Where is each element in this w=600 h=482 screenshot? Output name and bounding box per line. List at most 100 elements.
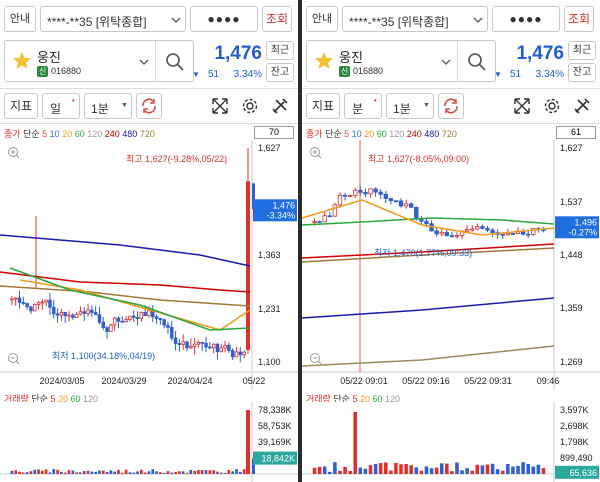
settings-gear-icon[interactable] (543, 97, 561, 115)
stock-code: 016880 (51, 66, 82, 76)
search-icon[interactable] (467, 52, 487, 72)
balance-button[interactable]: 잔고 (266, 63, 294, 82)
candle (196, 341, 201, 345)
volume-bar (155, 471, 158, 474)
candle (166, 324, 170, 328)
volume-legend: 거래량 단순 5 20 60 120 (306, 392, 400, 405)
volume-bar (98, 470, 101, 474)
candle (223, 344, 227, 349)
candle (135, 317, 140, 319)
query-button[interactable]: 조회 (564, 6, 594, 32)
volume-bar (480, 465, 485, 474)
volume-bar (143, 472, 147, 474)
password-field[interactable]: ●●●● (492, 6, 560, 32)
interval-select[interactable]: 1분 ▼ (386, 93, 434, 119)
volume-bar (424, 466, 429, 474)
time-axis-label: 05/22 09:16 (402, 376, 450, 386)
volume-bar (368, 465, 373, 474)
volume-bar (409, 465, 413, 474)
latest-button[interactable]: 최근 (568, 41, 596, 60)
candle (444, 232, 449, 237)
candle (116, 317, 121, 322)
volume-bar (246, 410, 250, 474)
stock-name: 웅진 (339, 50, 363, 65)
candle (67, 314, 71, 317)
zoom-in-icon (8, 147, 18, 157)
volume-bar (113, 471, 117, 474)
volume-bar (109, 470, 113, 474)
candle (147, 310, 151, 317)
volume-plot-area (302, 402, 554, 474)
period-select[interactable]: 일 • (42, 93, 80, 119)
volume-legend-prefix: 거래량 (4, 394, 29, 404)
stock-selector[interactable]: 웅진 신 016880 (306, 40, 496, 82)
volume-bar (353, 412, 358, 474)
volume-period-5: 5 (50, 394, 58, 404)
time-axis-label: 05/22 09:31 (464, 376, 512, 386)
candle-count[interactable]: 61 (556, 126, 596, 139)
volume-bar (500, 470, 505, 474)
latest-button[interactable]: 최근 (266, 41, 294, 60)
price-tag-pct: -3.34% (266, 210, 295, 220)
time-axis-label: 2024/04/24 (167, 376, 212, 386)
moving-average-line (302, 247, 555, 263)
account-select[interactable]: ****-**35 [위탁종합] (40, 6, 186, 32)
volume-bar (419, 470, 424, 474)
volume-bar (414, 467, 419, 474)
volume-bar (216, 471, 219, 474)
volume-bar (86, 470, 90, 474)
volume-bar (317, 466, 322, 474)
legend-prefix: 종가 (306, 129, 323, 139)
star-icon[interactable] (12, 51, 32, 71)
indicator-button[interactable]: 지표 (4, 93, 38, 119)
volume-bar (338, 470, 342, 474)
volume-bar (181, 471, 185, 474)
candle (531, 228, 536, 235)
candle-count[interactable]: 70 (254, 126, 294, 139)
candle (44, 299, 48, 303)
account-select[interactable]: ****-**35 [위탁종합] (342, 6, 488, 32)
price-axis-label: 1,231 (258, 304, 281, 314)
candle (234, 351, 239, 358)
balance-button[interactable]: 잔고 (568, 63, 596, 82)
notice-button[interactable]: 안내 (4, 6, 36, 32)
interval-select[interactable]: 1분 ▼ (84, 93, 132, 119)
volume-bar (90, 471, 94, 474)
price-axis-label: 1,627 (258, 143, 281, 153)
legend-period-20: 20 (62, 129, 75, 139)
password-field[interactable]: ●●●● (190, 6, 258, 32)
volume-bar (333, 462, 337, 474)
candle (464, 229, 470, 232)
left-panel: 안내 ****-**35 [위탁종합] ●●●● 조회 웅진 신 016880 … (0, 0, 298, 482)
volume-bar (506, 464, 510, 474)
stock-selector[interactable]: 웅진 신 016880 (4, 40, 194, 82)
volume-bar (41, 470, 44, 474)
star-icon[interactable] (314, 51, 334, 71)
candle (227, 344, 231, 351)
price-axis-label: 1,100 (258, 357, 281, 367)
search-icon[interactable] (165, 52, 185, 72)
refresh-button[interactable] (136, 93, 162, 119)
legend-period-5: 5 (42, 129, 50, 139)
tools-icon[interactable] (271, 97, 289, 115)
current-price: 1,476 (214, 43, 262, 64)
fullscreen-icon[interactable] (513, 97, 531, 115)
refresh-button[interactable] (438, 93, 464, 119)
candle (414, 206, 419, 220)
candle (219, 347, 223, 353)
volume-bar (162, 472, 166, 474)
moving-average-line (302, 217, 555, 226)
candle (312, 221, 317, 223)
divider (0, 88, 298, 89)
volume-bar (490, 463, 495, 474)
high-label: 최고 1,627(-8.05%,09:00) (368, 154, 469, 164)
notice-button[interactable]: 안내 (306, 6, 338, 32)
tools-icon[interactable] (573, 97, 591, 115)
period-select[interactable]: 분 • (344, 93, 382, 119)
dot-indicator: • (374, 96, 377, 105)
fullscreen-icon[interactable] (211, 97, 229, 115)
settings-gear-icon[interactable] (241, 97, 259, 115)
indicator-button[interactable]: 지표 (306, 93, 340, 119)
candle (403, 203, 409, 207)
query-button[interactable]: 조회 (262, 6, 292, 32)
